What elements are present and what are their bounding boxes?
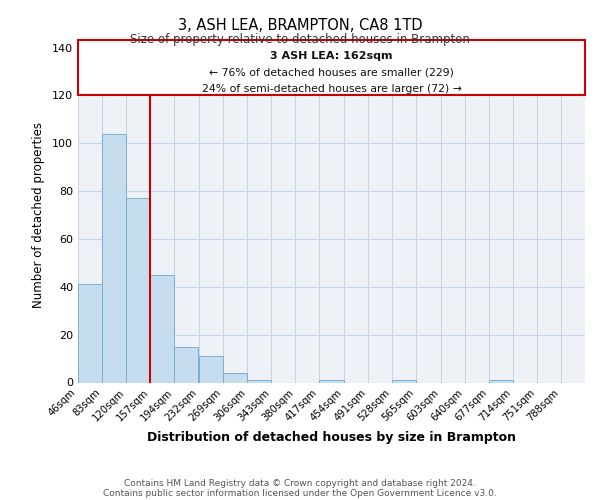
Bar: [223, 373, 247, 382]
Text: ← 76% of detached houses are smaller (229): ← 76% of detached houses are smaller (22…: [209, 67, 454, 77]
Y-axis label: Number of detached properties: Number of detached properties: [32, 122, 45, 308]
Bar: [319, 380, 344, 382]
Bar: [126, 198, 150, 382]
Bar: [78, 40, 585, 96]
Text: Contains HM Land Registry data © Crown copyright and database right 2024.: Contains HM Land Registry data © Crown c…: [124, 478, 476, 488]
Bar: [150, 275, 175, 382]
Text: 24% of semi-detached houses are larger (72) →: 24% of semi-detached houses are larger (…: [202, 84, 461, 94]
Text: 3 ASH LEA: 162sqm: 3 ASH LEA: 162sqm: [270, 50, 393, 60]
Text: Contains public sector information licensed under the Open Government Licence v3: Contains public sector information licen…: [103, 488, 497, 498]
Bar: [488, 380, 513, 382]
Bar: [392, 380, 416, 382]
Bar: [247, 380, 271, 382]
Bar: [78, 284, 102, 382]
Text: 3, ASH LEA, BRAMPTON, CA8 1TD: 3, ASH LEA, BRAMPTON, CA8 1TD: [178, 18, 422, 32]
X-axis label: Distribution of detached houses by size in Brampton: Distribution of detached houses by size …: [147, 432, 516, 444]
Text: Size of property relative to detached houses in Brampton: Size of property relative to detached ho…: [130, 32, 470, 46]
Bar: [175, 346, 199, 382]
Bar: [102, 134, 126, 382]
Bar: [199, 356, 223, 382]
